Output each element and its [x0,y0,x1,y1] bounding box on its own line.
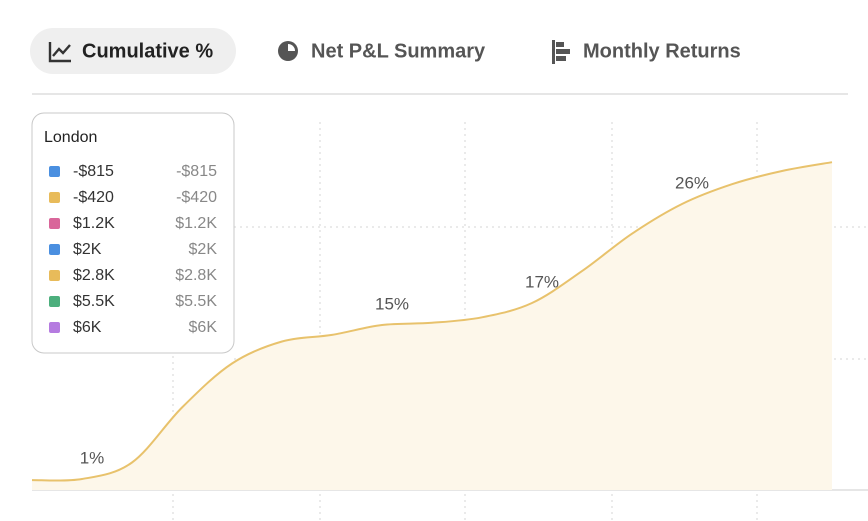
legend-swatch [49,244,60,255]
data-label: 1% [80,448,105,467]
legend-name: $2.8K [73,267,115,284]
legend-name: -$420 [73,189,114,206]
legend-value: $6K [189,319,218,336]
legend-swatch [49,192,60,203]
tab-icon [552,40,570,64]
legend-value: -$420 [176,189,217,206]
legend-value: -$815 [176,163,217,180]
line [31,161,833,482]
legend-value: $2K [189,241,218,258]
legend-value: $2.8K [175,267,217,284]
tooltip-title: London [44,129,97,146]
tab[interactable]: Cumulative % [82,40,213,62]
legend-value: $5.5K [175,293,217,310]
legend-swatch [49,322,60,333]
legend-name: -$815 [73,163,114,180]
legend-value: $1.2K [175,215,217,232]
legend-swatch [49,166,60,177]
tab[interactable]: Monthly Returns [583,40,741,62]
legend-name: $2K [73,241,102,258]
tab[interactable]: Net P&L Summary [311,40,486,62]
legend-swatch [49,296,60,307]
legend-name: $5.5K [73,293,115,310]
data-label: 17% [525,272,559,291]
data-label: 26% [675,173,709,192]
area [32,162,832,490]
tab-icon [48,42,71,63]
plot: 1% 15% 17% 26% [31,161,833,490]
data-label: 15% [375,294,409,313]
legend-swatch [49,270,60,281]
tooltip: London -$815 -$815 -$420 -$420 $1.2K $1.2K $2K… [31,112,235,354]
active-tab-bg [30,28,236,74]
tooltip-box [31,112,235,354]
tab-icon [278,41,298,61]
legend-swatch [49,218,60,229]
legend-name: $1.2K [73,215,115,232]
legend-name: $6K [73,319,102,336]
